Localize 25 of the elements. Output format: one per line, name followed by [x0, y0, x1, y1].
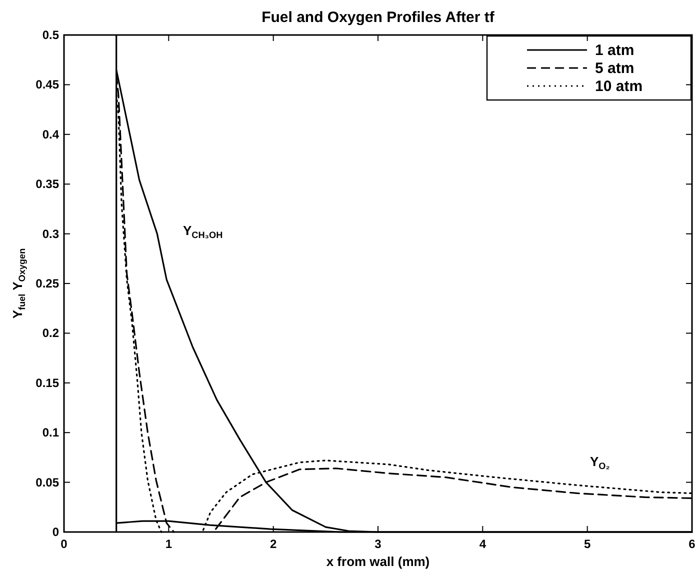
y-tick-label: 0.3 [42, 226, 60, 241]
x-axis-title: x from wall (mm) [326, 554, 430, 569]
y-tick-label: 0.25 [36, 276, 60, 290]
legend-label: 10 atm [595, 78, 643, 95]
y-tick-label: 0 [52, 525, 60, 539]
annotation: Y$_{CH₃OH}$ [183, 223, 223, 240]
y-tick-label: 0.2 [42, 326, 60, 340]
y-tick-label: 0.15 [36, 376, 60, 390]
x-tick-label: 2 [270, 537, 277, 551]
x-tick-label: 3 [374, 537, 382, 551]
x-tick-label: 5 [584, 537, 591, 551]
x-tick-label: 4 [479, 537, 486, 551]
legend-label: 5 atm [595, 60, 634, 77]
y-tick-label: 0.05 [36, 475, 60, 490]
y-tick-label: 0.1 [42, 426, 60, 440]
x-tick-label: 1 [165, 537, 172, 551]
x-tick-label: 0 [60, 537, 68, 551]
y-tick-label: 0.35 [36, 177, 60, 192]
legend-label: 1 atm [595, 42, 634, 59]
annotation: Y$_{O₂}$ [590, 454, 610, 471]
chart-title: Fuel and Oxygen Profiles After tf [262, 9, 496, 26]
y-tick-label: 0.4 [42, 127, 60, 142]
x-tick-label: 6 [688, 537, 696, 551]
y-tick-label: 0.45 [36, 78, 60, 92]
y-tick-label: 0.5 [42, 28, 60, 42]
